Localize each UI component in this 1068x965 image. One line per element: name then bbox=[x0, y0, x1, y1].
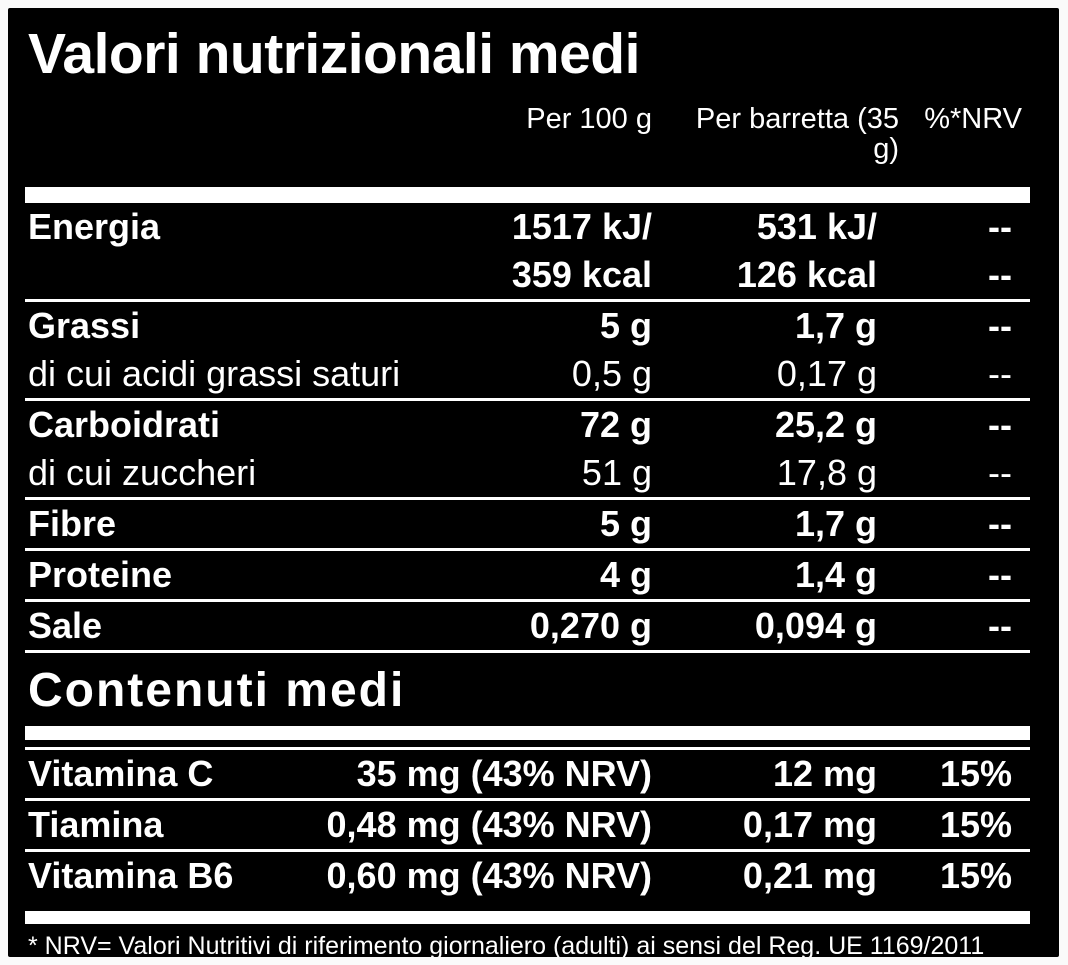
table-row-carboidrati: Carboidrati 72 g 25,2 g -- bbox=[25, 398, 1030, 449]
nutrition-table: Energia 1517 kJ/ 531 kJ/ -- 359 kcal 126… bbox=[25, 203, 1030, 653]
value-per-100g: 1517 kJ/ bbox=[511, 206, 652, 247]
value-nrv: -- bbox=[988, 305, 1012, 346]
value-per-barretta: 0,17 g bbox=[776, 353, 877, 394]
column-header-per-100g: Per 100 g bbox=[526, 103, 652, 135]
value-per-100g: 0,60 mg (43% NRV) bbox=[326, 855, 652, 896]
value-per-100g: 359 kcal bbox=[511, 254, 652, 295]
column-header-nrv: %*NRV bbox=[924, 103, 1022, 135]
table-row-vitamina-c: Vitamina C 35 mg (43% NRV) 12 mg 15% bbox=[25, 750, 1030, 798]
value-nrv: 15% bbox=[939, 804, 1012, 845]
table-row-energia-kcal: 359 kcal 126 kcal -- bbox=[25, 251, 1030, 299]
value-nrv: -- bbox=[988, 605, 1012, 646]
value-nrv: 15% bbox=[939, 855, 1012, 896]
value-per-100g: 0,48 mg (43% NRV) bbox=[326, 804, 652, 845]
row-label: di cui acidi grassi saturi bbox=[28, 353, 401, 394]
value-per-100g: 0,5 g bbox=[571, 353, 652, 394]
value-per-100g: 72 g bbox=[579, 404, 652, 445]
value-nrv: -- bbox=[988, 503, 1012, 544]
separator-bar-top bbox=[25, 187, 1030, 203]
column-header-per-barretta: Per barretta (35 g) bbox=[695, 103, 899, 165]
value-per-barretta: 531 kJ/ bbox=[756, 206, 877, 247]
table-row-fibre: Fibre 5 g 1,7 g -- bbox=[25, 497, 1030, 548]
row-label: Vitamina B6 bbox=[28, 855, 234, 896]
value-per-barretta: 1,4 g bbox=[794, 554, 877, 595]
table-row-grassi: Grassi 5 g 1,7 g -- bbox=[25, 299, 1030, 350]
page-title: Valori nutrizionali medi bbox=[28, 22, 640, 86]
value-nrv: -- bbox=[988, 554, 1012, 595]
value-per-barretta: 1,7 g bbox=[794, 305, 877, 346]
row-label bbox=[25, 251, 462, 299]
value-per-100g: 5 g bbox=[599, 503, 652, 544]
value-nrv: -- bbox=[988, 206, 1012, 247]
nrv-footnote: * NRV= Valori Nutritivi di riferimento g… bbox=[28, 932, 985, 957]
value-per-barretta: 0,094 g bbox=[754, 605, 877, 646]
column-headers-row: Per 100 g Per barretta (35 g) %*NRV bbox=[25, 104, 1030, 164]
value-per-100g: 35 mg (43% NRV) bbox=[356, 753, 652, 794]
value-per-barretta: 12 mg bbox=[772, 753, 877, 794]
table-row-sale: Sale 0,270 g 0,094 g -- bbox=[25, 599, 1030, 650]
row-label: di cui zuccheri bbox=[28, 452, 257, 493]
value-nrv: -- bbox=[988, 452, 1012, 493]
value-per-barretta: 17,8 g bbox=[776, 452, 877, 493]
separator-bar-bottom bbox=[25, 911, 1030, 924]
value-per-100g: 4 g bbox=[599, 554, 652, 595]
value-nrv: 15% bbox=[939, 753, 1012, 794]
value-per-barretta: 126 kcal bbox=[736, 254, 877, 295]
table-row-tiamina: Tiamina 0,48 mg (43% NRV) 0,17 mg 15% bbox=[25, 798, 1030, 849]
value-per-barretta: 25,2 g bbox=[774, 404, 877, 445]
row-label: Proteine bbox=[28, 554, 173, 595]
row-label: Vitamina C bbox=[28, 753, 214, 794]
nutrition-label-panel: Valori nutrizionali medi Per 100 g Per b… bbox=[8, 8, 1059, 957]
contents-section-title: Contenuti medi bbox=[28, 664, 406, 717]
value-nrv: -- bbox=[988, 353, 1012, 394]
value-per-barretta: 0,17 mg bbox=[742, 804, 877, 845]
value-per-barretta: 1,7 g bbox=[794, 503, 877, 544]
row-label: Carboidrati bbox=[28, 404, 221, 445]
value-per-100g: 0,270 g bbox=[529, 605, 652, 646]
value-per-100g: 51 g bbox=[581, 452, 652, 493]
table-row-zuccheri: di cui zuccheri 51 g 17,8 g -- bbox=[25, 449, 1030, 497]
value-nrv: -- bbox=[988, 254, 1012, 295]
vitamins-table: Vitamina C 35 mg (43% NRV) 12 mg 15% Tia… bbox=[25, 750, 1030, 900]
table-row-vitamina-b6: Vitamina B6 0,60 mg (43% NRV) 0,21 mg 15… bbox=[25, 849, 1030, 900]
row-label: Fibre bbox=[28, 503, 117, 544]
row-label: Sale bbox=[28, 605, 103, 646]
row-label: Grassi bbox=[28, 305, 141, 346]
value-per-barretta: 0,21 mg bbox=[742, 855, 877, 896]
separator-bar-contents bbox=[25, 726, 1030, 740]
table-row-proteine: Proteine 4 g 1,4 g -- bbox=[25, 548, 1030, 599]
row-label: Tiamina bbox=[28, 804, 164, 845]
value-nrv: -- bbox=[988, 404, 1012, 445]
table-row-energia: Energia 1517 kJ/ 531 kJ/ -- bbox=[25, 203, 1030, 251]
row-label: Energia bbox=[28, 206, 161, 247]
column-header-spacer bbox=[25, 104, 462, 164]
table-row-grassi-saturi: di cui acidi grassi saturi 0,5 g 0,17 g … bbox=[25, 350, 1030, 398]
separator-line-contents bbox=[25, 747, 1030, 750]
value-per-100g: 5 g bbox=[599, 305, 652, 346]
